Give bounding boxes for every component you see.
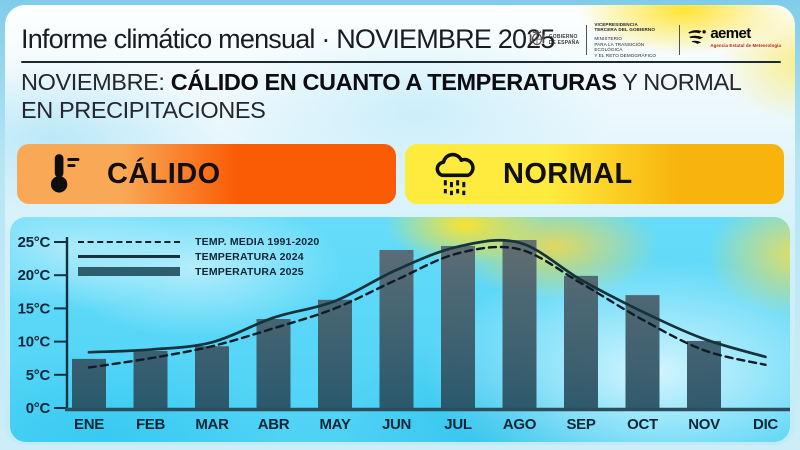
legend-item-2024: TEMPERATURA 2024	[78, 249, 319, 264]
page-title: Informe climático mensual · NOVIEMBRE 20…	[21, 24, 555, 54]
headline-month: NOVIEMBRE:	[21, 69, 165, 95]
precipitation-status-badge: NORMAL	[405, 144, 784, 204]
institutional-logos: GOBIERNO DE ESPAÑA VICEPRESIDENCIA TERCE…	[529, 20, 781, 60]
legend-solid-line-swatch	[78, 255, 180, 258]
ministry-label: VICEPRESIDENCIA TERCERA DEL GOBIERNO MIN…	[594, 21, 657, 58]
month-label: ENE	[74, 416, 104, 433]
y-axis-label: 20°C	[18, 267, 51, 284]
bar-temperatura-2025	[441, 245, 475, 408]
y-axis-label: 0°C	[26, 400, 51, 417]
aemet-subtitle: Agencia Estatal de Meteorología	[710, 43, 781, 48]
month-label: NOV	[688, 416, 720, 433]
month-label: FEB	[136, 416, 166, 433]
y-axis-label: 10°C	[18, 334, 51, 351]
report-card: Informe climático mensual · NOVIEMBRE 20…	[5, 5, 795, 445]
bar-temperatura-2025	[256, 319, 291, 408]
y-axis-label: 5°C	[26, 367, 51, 384]
y-axis-label: 15°C	[18, 300, 51, 317]
line-temp-media-1991-2020	[87, 245, 767, 369]
logo-divider	[586, 25, 588, 55]
month-label: JUL	[444, 416, 472, 433]
headline-line2: EN PRECIPITACIONES	[21, 96, 266, 123]
gobierno-de-espana-label: GOBIERNO DE ESPAÑA	[548, 34, 580, 46]
month-label: AGO	[503, 416, 537, 433]
month-label: OCT	[627, 416, 658, 433]
spain-coat-of-arms-icon	[529, 29, 545, 52]
bar-temperatura-2025	[195, 346, 229, 408]
status-badges: CÁLIDO NORMAL	[17, 144, 784, 204]
header: Informe climático mensual · NOVIEMBRE 20…	[21, 17, 785, 61]
month-label: MAY	[319, 416, 350, 433]
month-label: DIC	[753, 416, 778, 433]
thermometer-icon	[44, 152, 82, 196]
bar-temperatura-2025	[564, 275, 598, 408]
temperature-chart: 0°C 5°C 10°C 15°C 20°C 25°C ENE FEB MAR ABR MAY JUN…	[10, 217, 790, 442]
headline-rest: Y NORMAL	[622, 69, 742, 95]
month-label: JUN	[382, 416, 411, 433]
bar-temperatura-2025	[502, 240, 537, 408]
line-temperatura-2024	[87, 238, 767, 359]
bar-temperatura-2025	[379, 249, 414, 408]
month-label: SEP	[566, 416, 595, 433]
month-label: MAR	[195, 416, 229, 433]
report-headline: NOVIEMBRE: CÁLIDO EN CUANTO A TEMPERATUR…	[21, 69, 795, 124]
legend-dashed-line-swatch	[78, 240, 180, 243]
bar-temperatura-2025	[687, 340, 721, 408]
headline-temperature-phrase: CÁLIDO EN CUANTO A TEMPERATURAS	[170, 69, 617, 95]
bar-temperatura-2025	[318, 299, 352, 408]
gobierno-de-espana-logo: GOBIERNO DE ESPAÑA	[529, 29, 580, 52]
temperature-status-label: CÁLIDO	[107, 157, 221, 190]
aemet-bird-icon	[687, 29, 707, 51]
header-divider	[21, 61, 781, 64]
month-label: ABR	[258, 416, 290, 433]
legend-item-2025: TEMPERATURA 2025	[78, 264, 319, 279]
rain-cloud-icon	[432, 152, 478, 196]
precipitation-status-label: NORMAL	[503, 157, 633, 190]
chart-legend: TEMP. MEDIA 1991-2020 TEMPERATURA 2024 T…	[78, 234, 319, 279]
temperature-status-badge: CÁLIDO	[17, 144, 396, 204]
aemet-wordmark: aemet	[710, 25, 751, 42]
legend-item-media: TEMP. MEDIA 1991-2020	[78, 234, 319, 249]
logo-divider	[679, 25, 681, 55]
legend-bar-swatch	[78, 267, 180, 276]
aemet-logo: aemet Agencia Estatal de Meteorología	[687, 25, 781, 52]
temperature-chart-svg: 0°C 5°C 10°C 15°C 20°C 25°C ENE FEB MAR ABR MAY JUN…	[18, 234, 790, 433]
y-axis-label: 25°C	[18, 234, 51, 251]
